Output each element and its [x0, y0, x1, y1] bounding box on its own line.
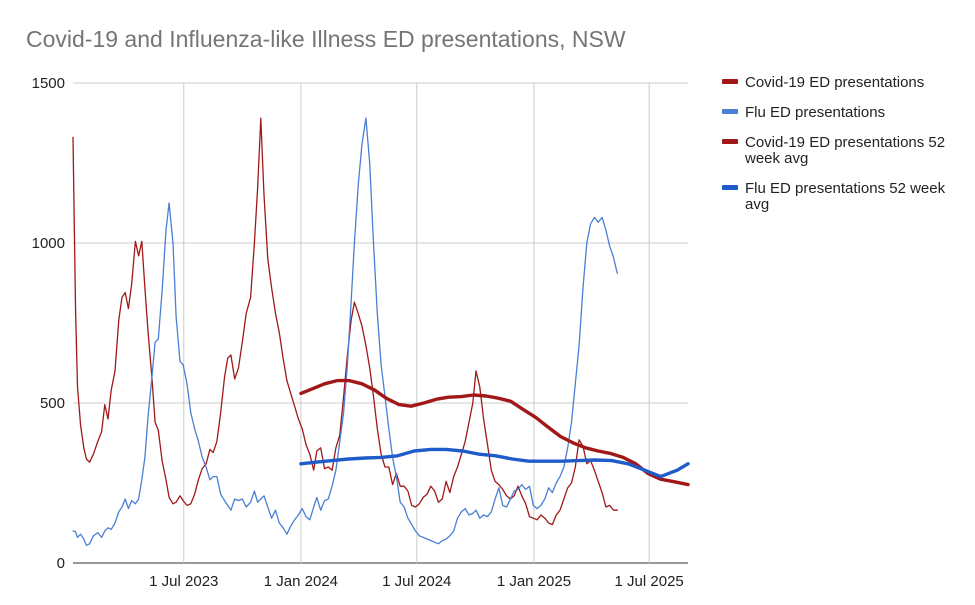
y-tick-label-1000: 1000: [32, 235, 65, 252]
grid-layer: [73, 82, 688, 564]
series-line-1: [72, 117, 618, 547]
series-line-0: [72, 117, 618, 526]
series-layer: [72, 117, 690, 547]
x-tick-label-3: 1 Jan 2025: [497, 573, 571, 590]
legend-label-0: Covid-19 ED presentations: [745, 74, 924, 91]
legend-swatch-0: [722, 79, 738, 84]
series-line-2: [299, 378, 690, 487]
legend: Covid-19 ED presentations Flu ED presenta…: [722, 74, 946, 213]
legend-label-3: Flu ED presentations 52 week avg: [745, 180, 946, 213]
axis-layer: 0 500 1000 1500 1 Jul 2023 1 Jan 2024 1 Jul 20…: [32, 75, 684, 590]
y-tick-label-1500: 1500: [32, 75, 65, 92]
legend-label-2: Covid-19 ED presentations 52 week avg: [744, 134, 945, 167]
x-tick-label-2: 1 Jul 2024: [382, 573, 451, 590]
chart-title: Covid-19 and Influenza-like Illness ED p…: [26, 26, 626, 52]
x-tick-label-4: 1 Jul 2025: [615, 573, 684, 590]
y-tick-label-500: 500: [40, 395, 65, 412]
legend-swatch-2: [722, 139, 738, 144]
legend-swatch-3: [722, 185, 738, 190]
y-tick-label-0: 0: [57, 555, 65, 572]
series-line-3: [299, 447, 690, 479]
legend-swatch-1: [722, 109, 738, 114]
legend-label-1: Flu ED presentations: [745, 104, 885, 121]
x-tick-label-1: 1 Jan 2024: [264, 573, 338, 590]
x-tick-label-0: 1 Jul 2023: [149, 573, 218, 590]
